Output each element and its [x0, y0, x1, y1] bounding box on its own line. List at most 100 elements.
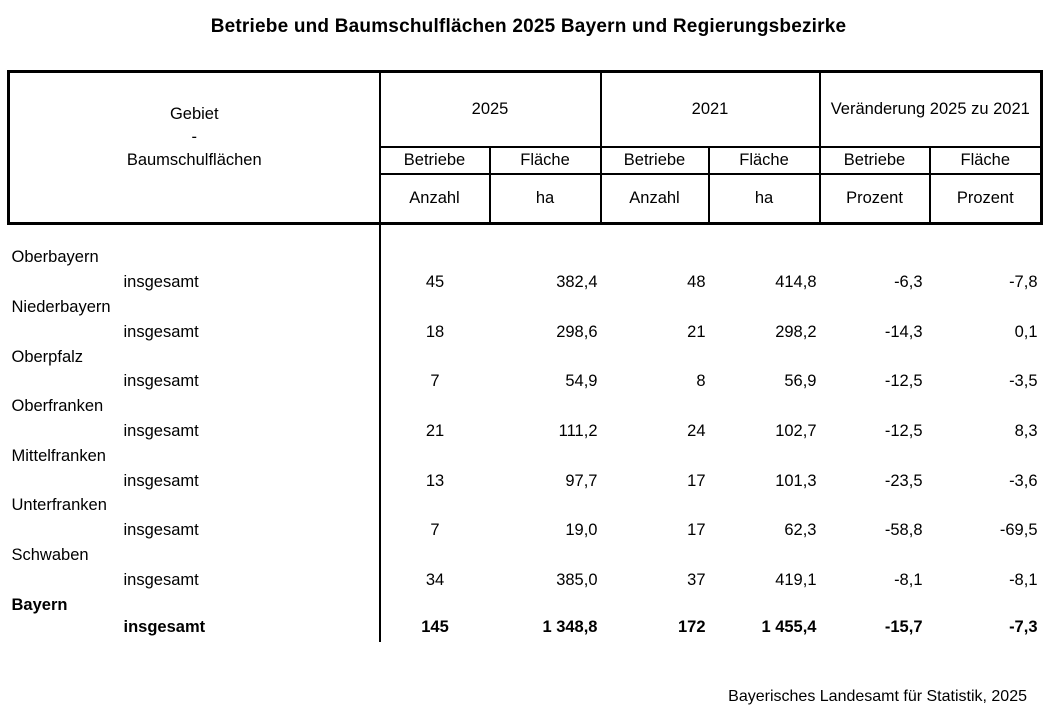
header-gebiet-line2: -: [191, 128, 198, 146]
row-label: insgesamt: [8, 567, 381, 593]
value-row: insgesamt 7 54,9 8 56,9 -12,5 -3,5: [8, 369, 1042, 395]
page-title: Betriebe und Baumschulflächen 2025 Bayer…: [210, 16, 847, 37]
cell-betriebe-change: -23,5: [884, 471, 923, 490]
cell-flaeche-2021: 419,1: [775, 570, 817, 589]
cell-flaeche-change: 8,3: [1014, 421, 1038, 440]
cell-flaeche-2025: 54,9: [565, 372, 598, 391]
cell-flaeche-change: -7,8: [1009, 273, 1038, 292]
region-row: Oberbayern: [8, 245, 1042, 271]
cell-betriebe-2025: 7: [430, 521, 440, 540]
data-table: Gebiet - Baumschulflächen 2025 2021 Verä…: [7, 70, 1043, 643]
row-label: insgesamt: [8, 319, 381, 345]
unit-prozent-flaeche: Prozent: [928, 173, 1043, 225]
cell-flaeche-2025: 385,0: [556, 570, 598, 589]
cell-betriebe-change: -8,1: [894, 570, 923, 589]
region-row: Unterfranken: [8, 493, 1042, 519]
cell-betriebe-2021: 17: [687, 471, 706, 490]
header-gebiet: Gebiet - Baumschulflächen: [7, 70, 381, 225]
cell-flaeche-change: 0,1: [1014, 322, 1038, 341]
cell-betriebe-2025: 21: [425, 421, 445, 440]
unit-anzahl-2021: Anzahl: [599, 173, 710, 225]
header-flaeche-2021: Fläche: [707, 146, 821, 175]
row-label: insgesamt: [8, 270, 381, 296]
cell-flaeche-2025: 97,7: [565, 471, 598, 490]
cell-betriebe-change: -58,8: [884, 521, 923, 540]
cell-flaeche-2025: 19,0: [565, 521, 598, 540]
unit-ha-2025: ha: [488, 173, 602, 225]
cell-flaeche-2021: 414,8: [775, 273, 817, 292]
cell-flaeche-change: -8,1: [1009, 570, 1038, 589]
region-label: Oberbayern: [8, 245, 381, 271]
header-group-change: Veränderung 2025 zu 2021: [818, 70, 1043, 148]
cell-flaeche-2021: 62,3: [784, 521, 817, 540]
unit-prozent-betriebe: Prozent: [818, 173, 931, 225]
unit-ha-2021: ha: [707, 173, 821, 225]
cell-flaeche-2021: 298,2: [775, 322, 817, 341]
value-row: insgesamt 18 298,6 21 298,2 -14,3 0,1: [8, 319, 1042, 345]
cell-betriebe-change: -14,3: [884, 322, 923, 341]
cell-betriebe-2025: 18: [425, 322, 445, 341]
header-gebiet-line3: Baumschulflächen: [126, 151, 262, 169]
value-row: insgesamt 34 385,0 37 419,1 -8,1 -8,1: [8, 567, 1042, 593]
cell-betriebe-change: -6,3: [894, 273, 923, 292]
cell-flaeche-change: -3,5: [1009, 372, 1038, 391]
row-label: insgesamt: [8, 518, 381, 544]
header-group-row: Gebiet - Baumschulflächen 2025 2021 Verä…: [7, 70, 1043, 225]
footer-credit: Bayerisches Landesamt für Statistik, 202…: [728, 688, 1027, 705]
value-row: insgesamt 7 19,0 17 62,3 -58,8 -69,5: [8, 518, 1042, 544]
cell-betriebe-change: -12,5: [884, 421, 923, 440]
region-label: Schwaben: [8, 543, 381, 568]
cell-flaeche-2021: 1 455,4: [761, 618, 817, 637]
cell-betriebe-2025: 34: [425, 570, 445, 589]
header-flaeche-2025: Fläche: [488, 146, 602, 175]
region-label: Unterfranken: [8, 493, 381, 519]
cell-flaeche-change: -7,3: [1009, 618, 1038, 637]
value-row: insgesamt 45 382,4 48 414,8 -6,3 -7,8: [8, 270, 1042, 296]
cell-betriebe-2021: 24: [687, 421, 706, 440]
region-row-total: Bayern: [8, 592, 1042, 618]
region-row: Oberpfalz: [8, 344, 1042, 370]
cell-betriebe-2025: 45: [425, 273, 445, 292]
cell-betriebe-2021: 172: [677, 618, 706, 637]
region-label: Bayern: [8, 592, 381, 618]
region-row: Mittelfranken: [8, 443, 1042, 469]
header-group-2021: 2021: [599, 70, 821, 148]
cell-betriebe-2021: 17: [687, 521, 706, 540]
cell-flaeche-2025: 382,4: [556, 273, 598, 292]
cell-flaeche-2025: 298,6: [556, 322, 598, 341]
cell-betriebe-2021: 21: [687, 322, 706, 341]
region-row: Niederbayern: [8, 295, 1042, 320]
cell-betriebe-2025: 13: [425, 471, 445, 490]
region-label: Oberfranken: [8, 394, 381, 420]
value-row-total: insgesamt 145 1 348,8 172 1 455,4 -15,7 …: [8, 617, 1042, 643]
header-unit-row: Anzahl ha Anzahl ha Prozent Prozent: [9, 173, 1043, 225]
header-betriebe-2025: Betriebe: [378, 146, 491, 175]
header-group-2025: 2025: [378, 70, 602, 148]
header-sub-row: Betriebe Fläche Betriebe Fläche Betriebe…: [9, 146, 1043, 175]
table-header: Gebiet - Baumschulflächen 2025 2021 Verä…: [7, 70, 1043, 225]
header-gebiet-line1: Gebiet: [169, 105, 219, 123]
region-label: Niederbayern: [8, 295, 381, 320]
row-label: insgesamt: [8, 419, 381, 444]
region-row: Oberfranken: [8, 394, 1042, 420]
cell-flaeche-2021: 56,9: [784, 372, 817, 391]
region-label: Mittelfranken: [8, 443, 381, 469]
spacer-row: [8, 223, 1042, 246]
region-label: Oberpfalz: [8, 344, 381, 370]
cell-betriebe-2021: 48: [687, 273, 706, 292]
cell-betriebe-2021: 8: [696, 372, 706, 391]
table-body: Oberbayern insgesamt 45 382,4 48 414,8 -…: [8, 223, 1042, 643]
header-flaeche-change: Fläche: [928, 146, 1043, 175]
cell-betriebe-2025: 7: [430, 372, 440, 391]
cell-betriebe-change: -15,7: [884, 618, 923, 637]
cell-flaeche-2025: 1 348,8: [542, 618, 598, 637]
row-label: insgesamt: [8, 468, 381, 494]
cell-betriebe-change: -12,5: [884, 372, 923, 391]
cell-flaeche-change: -69,5: [999, 521, 1038, 540]
cell-flaeche-2025: 111,2: [558, 421, 598, 440]
header-betriebe-change: Betriebe: [818, 146, 931, 175]
cell-flaeche-change: -3,6: [1009, 471, 1038, 490]
row-label: insgesamt: [8, 369, 381, 395]
cell-flaeche-2021: 102,7: [775, 421, 817, 440]
